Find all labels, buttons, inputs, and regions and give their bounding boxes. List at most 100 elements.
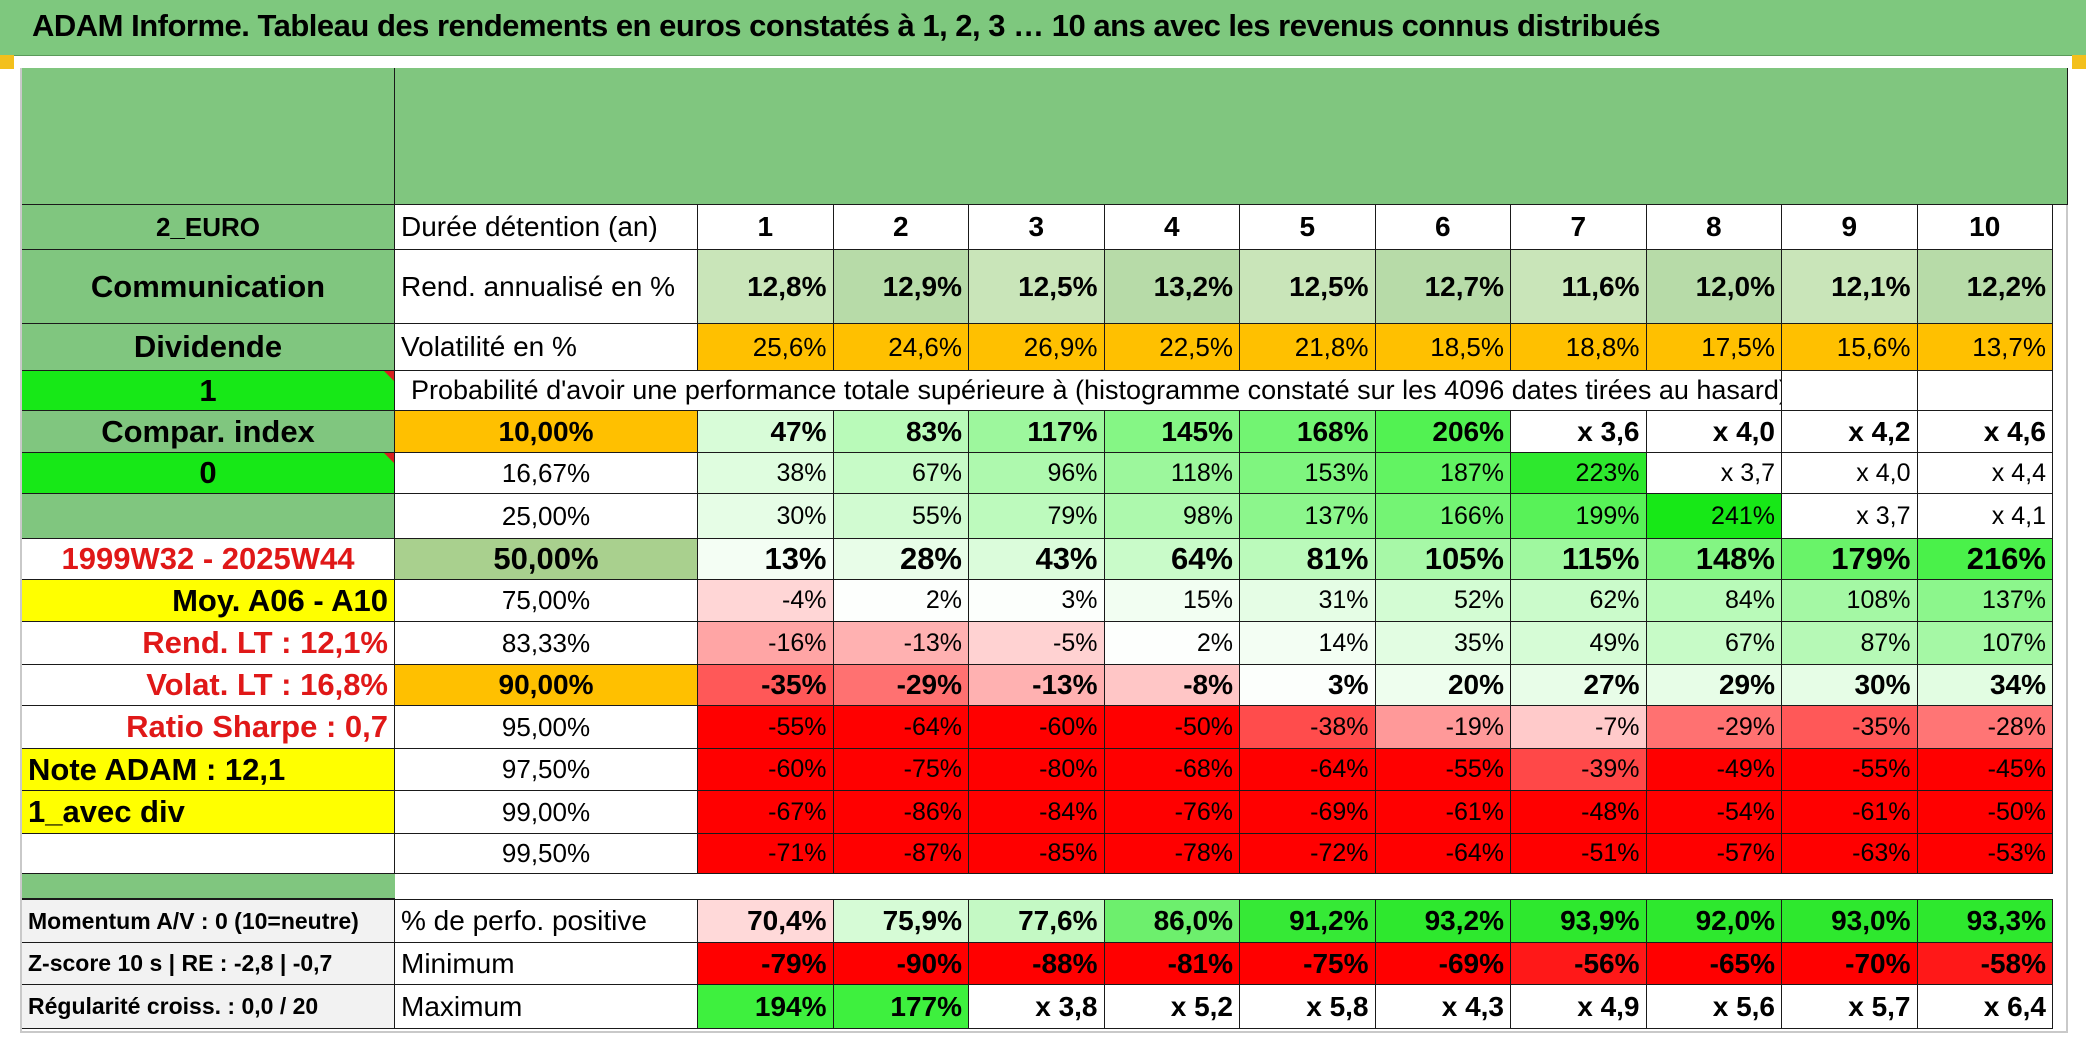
probability-value: -38% — [1240, 706, 1376, 749]
sector-label: Communication — [22, 250, 395, 324]
probability-value: x 4,4 — [1917, 453, 2053, 494]
probability-value: -45% — [1917, 749, 2053, 791]
stat-value: -70% — [1782, 943, 1918, 985]
rend-value: 12,5% — [969, 250, 1105, 324]
probability-value: -50% — [1104, 706, 1240, 749]
probability-value: -60% — [969, 706, 1105, 749]
stat-value: x 5,7 — [1782, 985, 1918, 1029]
stat-value: 194% — [698, 985, 834, 1029]
probability-value: -29% — [833, 665, 969, 706]
stat-value: 86,0% — [1104, 899, 1240, 943]
probability-value: 118% — [1104, 453, 1240, 494]
stat-label: % de perfo. positive — [395, 899, 698, 943]
probability-value: 14% — [1240, 622, 1376, 665]
probability-value: 187% — [1375, 453, 1511, 494]
probability-value: -84% — [969, 791, 1105, 834]
stat-value: x 5,2 — [1104, 985, 1240, 1029]
probability-value: 67% — [833, 453, 969, 494]
probability-value: x 4,2 — [1782, 411, 1918, 453]
probability-value: 2% — [1104, 622, 1240, 665]
probability-value: 30% — [698, 494, 834, 539]
stat-value: -90% — [833, 943, 969, 985]
rend-label: Rend. annualisé en % — [395, 250, 698, 324]
duration-label: Durée détention (an) — [395, 205, 698, 250]
probability-value: 145% — [1104, 411, 1240, 453]
probability-value: 38% — [698, 453, 834, 494]
year-header: 4 — [1104, 205, 1240, 250]
year-header: 7 — [1511, 205, 1647, 250]
probability-threshold: 10,00% — [395, 411, 698, 453]
probability-value: -53% — [1917, 834, 2053, 874]
probability-value: 30% — [1782, 665, 1918, 706]
blank-sidebar-cell — [22, 494, 395, 539]
rend-value: 12,7% — [1375, 250, 1511, 324]
blank-cell — [1917, 371, 2053, 411]
vol-value: 21,8% — [1240, 324, 1376, 371]
stat-value: 93,2% — [1375, 899, 1511, 943]
probability-value: -63% — [1782, 834, 1918, 874]
rend-value: 12,9% — [833, 250, 969, 324]
probability-threshold: 25,00% — [395, 494, 698, 539]
probability-value: 27% — [1511, 665, 1647, 706]
regularite-label: Régularité croiss. : 0,0 / 20 — [22, 985, 395, 1029]
stat-value: -79% — [698, 943, 834, 985]
vol-value: 22,5% — [1104, 324, 1240, 371]
year-header: 10 — [1917, 205, 2053, 250]
probability-value: 96% — [969, 453, 1105, 494]
probability-value: 137% — [1240, 494, 1376, 539]
probability-value: 47% — [698, 411, 834, 453]
stat-value: -65% — [1646, 943, 1782, 985]
probability-value: 20% — [1375, 665, 1511, 706]
probability-value: 107% — [1917, 622, 2053, 665]
vol-value: 18,5% — [1375, 324, 1511, 371]
probability-threshold: 95,00% — [395, 706, 698, 749]
probability-value: -86% — [833, 791, 969, 834]
probability-value: -75% — [833, 749, 969, 791]
probability-value: 52% — [1375, 580, 1511, 622]
stat-value: -75% — [1240, 943, 1376, 985]
year-header: 1 — [698, 205, 834, 250]
stat-value: -88% — [969, 943, 1105, 985]
probability-value: 83% — [833, 411, 969, 453]
probability-value: -35% — [698, 665, 834, 706]
stat-value: -56% — [1511, 943, 1647, 985]
probability-value: 49% — [1511, 622, 1647, 665]
probability-threshold: 90,00% — [395, 665, 698, 706]
probability-value: 223% — [1511, 453, 1647, 494]
probability-value: 29% — [1646, 665, 1782, 706]
flag-zero: 0 — [22, 453, 395, 494]
probability-value: 3% — [1240, 665, 1376, 706]
stat-value: -69% — [1375, 943, 1511, 985]
probability-value: 28% — [833, 539, 969, 580]
probability-value: -19% — [1375, 706, 1511, 749]
probability-value: x 3,7 — [1782, 494, 1918, 539]
year-header: 2 — [833, 205, 969, 250]
probability-value: 31% — [1240, 580, 1376, 622]
probability-value: 55% — [833, 494, 969, 539]
vol-value: 13,7% — [1917, 324, 2053, 371]
rend-value: 13,2% — [1104, 250, 1240, 324]
probability-value: 3% — [969, 580, 1105, 622]
probability-value: x 4,0 — [1646, 411, 1782, 453]
volat-lt-label: Volat. LT : 16,8% — [22, 665, 395, 706]
vol-value: 26,9% — [969, 324, 1105, 371]
probability-threshold: 16,67% — [395, 453, 698, 494]
zscore-label: Z-score 10 s | RE : -2,8 | -0,7 — [22, 943, 395, 985]
stat-value: 93,9% — [1511, 899, 1647, 943]
flag-one: 1 — [22, 371, 395, 411]
probability-value: -67% — [698, 791, 834, 834]
sharpe-label: Ratio Sharpe : 0,7 — [22, 706, 395, 749]
probability-value: -7% — [1511, 706, 1647, 749]
probability-value: 115% — [1511, 539, 1647, 580]
stat-value: -81% — [1104, 943, 1240, 985]
note-adam-label: Note ADAM : 12,1 — [22, 749, 395, 791]
probability-value: -49% — [1646, 749, 1782, 791]
probability-value: -68% — [1104, 749, 1240, 791]
stat-value: 93,3% — [1917, 899, 2053, 943]
vol-value: 25,6% — [698, 324, 834, 371]
rend-value: 12,5% — [1240, 250, 1376, 324]
asset-name — [22, 68, 395, 205]
stat-value: x 5,8 — [1240, 985, 1376, 1029]
probability-value: 108% — [1782, 580, 1918, 622]
probability-value: 117% — [969, 411, 1105, 453]
